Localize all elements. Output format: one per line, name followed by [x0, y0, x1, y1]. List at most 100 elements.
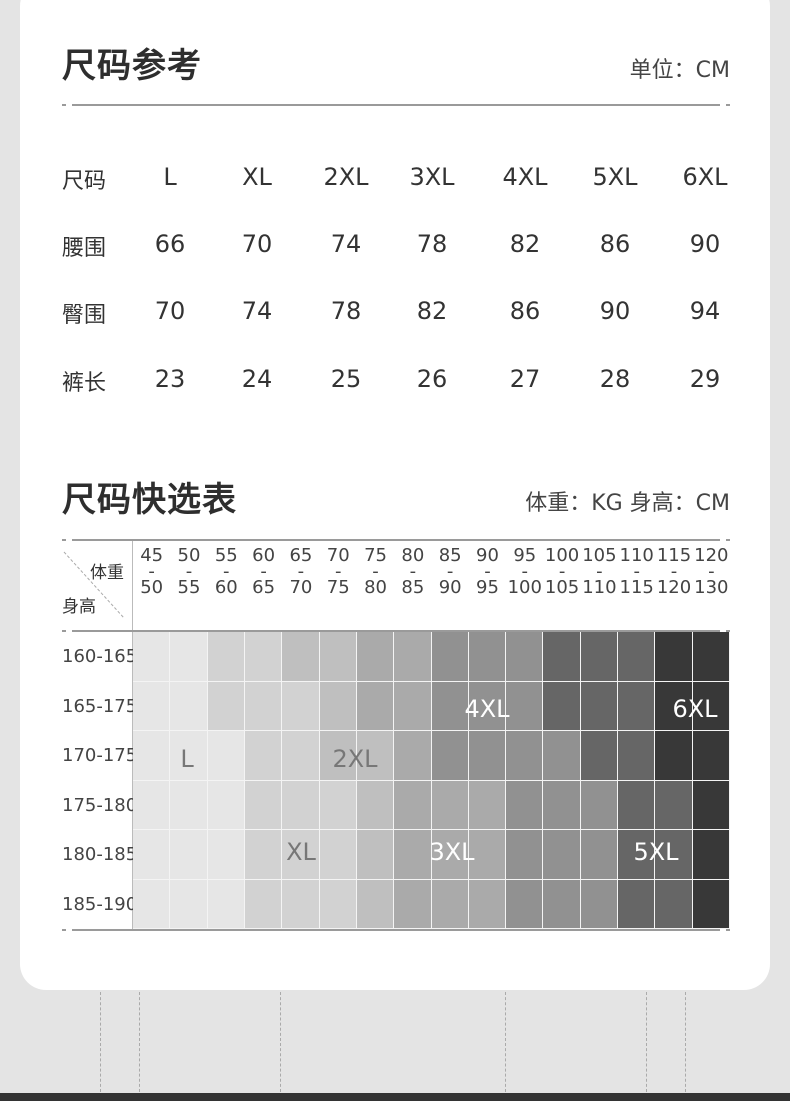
weight-range: 100-105 [543, 547, 580, 597]
size-cell: 2XL [323, 163, 369, 191]
grid-cell [170, 780, 208, 830]
row-label: 臀围 [62, 303, 107, 328]
weight-max: 90 [438, 577, 462, 598]
size-cell: 86 [509, 297, 541, 325]
grid-cell [506, 681, 544, 731]
weight-range: 115-120 [655, 545, 692, 598]
grid-cell [394, 830, 432, 880]
weight-range: 65-70 [282, 545, 319, 597]
grid-cell [133, 731, 171, 781]
grid-cell [468, 879, 507, 929]
grid-cell [356, 879, 395, 929]
range-dash: - [521, 561, 529, 582]
weight-max: 110 [582, 577, 617, 598]
weight-max: 55 [177, 577, 201, 598]
grid-cell [133, 879, 171, 929]
divider [62, 539, 730, 541]
grid-cell [580, 830, 619, 880]
grid-cell [655, 731, 693, 781]
grid-cell [618, 879, 656, 929]
grid-cell [133, 780, 171, 830]
range-dash: - [484, 561, 491, 582]
grid-cell [244, 681, 283, 731]
grid-cell [431, 830, 469, 880]
grid-cell [170, 731, 208, 781]
grid-cell [394, 780, 432, 830]
height-header: 身高 [62, 597, 96, 617]
grid-cell [282, 830, 320, 880]
dashed-line [139, 992, 140, 1092]
grid-cell [543, 780, 581, 830]
grid-cell [207, 681, 245, 731]
grid-cell [170, 879, 208, 929]
grid-cell [356, 681, 395, 731]
grid-cell [655, 780, 693, 830]
size-cell: 3XL [409, 163, 455, 191]
size-cell: 5XL [592, 163, 638, 191]
grid-cell [431, 681, 469, 731]
range-dash: - [670, 561, 678, 582]
size-cell: 82 [416, 297, 448, 325]
grid-cell [394, 632, 432, 682]
weight-header: 体重 [90, 563, 124, 583]
grid-cell [207, 879, 245, 929]
grid-cell [319, 780, 357, 830]
grid-cell [319, 632, 357, 682]
grid-cell [655, 632, 693, 682]
grid-cell [207, 830, 245, 880]
size-cell: L [163, 163, 177, 191]
grid-cell [244, 830, 283, 880]
grid-cell [356, 731, 395, 781]
grid-cell [431, 632, 469, 682]
row-label: 尺码 [62, 169, 107, 194]
grid-cell [319, 879, 357, 929]
grid-cell [282, 879, 320, 929]
grid-cell [431, 879, 469, 929]
size-label-2xl: 2XL [332, 745, 378, 773]
weight-min: 55 [214, 545, 238, 566]
size-cell: 78 [330, 297, 362, 325]
dashed-line [685, 992, 686, 1092]
grid-cell [506, 879, 544, 929]
weight-max: 50 [140, 577, 164, 598]
weight-min: 65 [289, 545, 313, 566]
weight-range: 80-85 [394, 547, 431, 598]
weight-max: 120 [656, 577, 692, 598]
grid-cell [618, 830, 656, 880]
size-cell: 25 [330, 365, 362, 393]
grid-cell [282, 632, 320, 682]
weight-min: 60 [252, 545, 276, 566]
bottom-bar [0, 1093, 790, 1101]
dashed-line [505, 992, 506, 1092]
grid-cell [133, 632, 171, 682]
size-cell: 70 [154, 297, 186, 325]
grid-cell [319, 731, 357, 781]
grid-cell [468, 681, 507, 731]
weight-max: 60 [214, 577, 238, 598]
grid-cell [468, 780, 507, 830]
weight-min: 115 [656, 545, 692, 566]
size-row: 尺码 L XL 2XL 3XL 4XL 5XL 6XL [0, 163, 790, 194]
grid-cell [282, 681, 320, 731]
grid-cell [580, 731, 619, 781]
weight-range: 75-80 [357, 547, 394, 597]
size-cell: 23 [154, 365, 186, 393]
range-dash: - [633, 561, 640, 582]
size-cell: 70 [241, 230, 273, 258]
size-label-3xl: 3XL [429, 838, 475, 866]
weight-max: 115 [619, 577, 654, 598]
size-cell: 29 [689, 365, 721, 393]
grid-cell [543, 731, 581, 781]
size-cell: 6XL [682, 163, 728, 191]
weight-min: 45 [140, 545, 164, 566]
size-cell: XL [242, 163, 272, 191]
range-dash: - [334, 561, 342, 582]
table-corner: 体重 身高 [62, 548, 132, 628]
grid-cell [580, 879, 619, 929]
weight-max: 85 [401, 577, 425, 598]
size-label-l: L [180, 745, 194, 773]
grid-cell [618, 780, 656, 830]
range-dash: - [596, 561, 603, 582]
dashed-line [100, 992, 101, 1092]
size-row: 臀围 70 74 78 82 86 90 94 [0, 297, 790, 328]
